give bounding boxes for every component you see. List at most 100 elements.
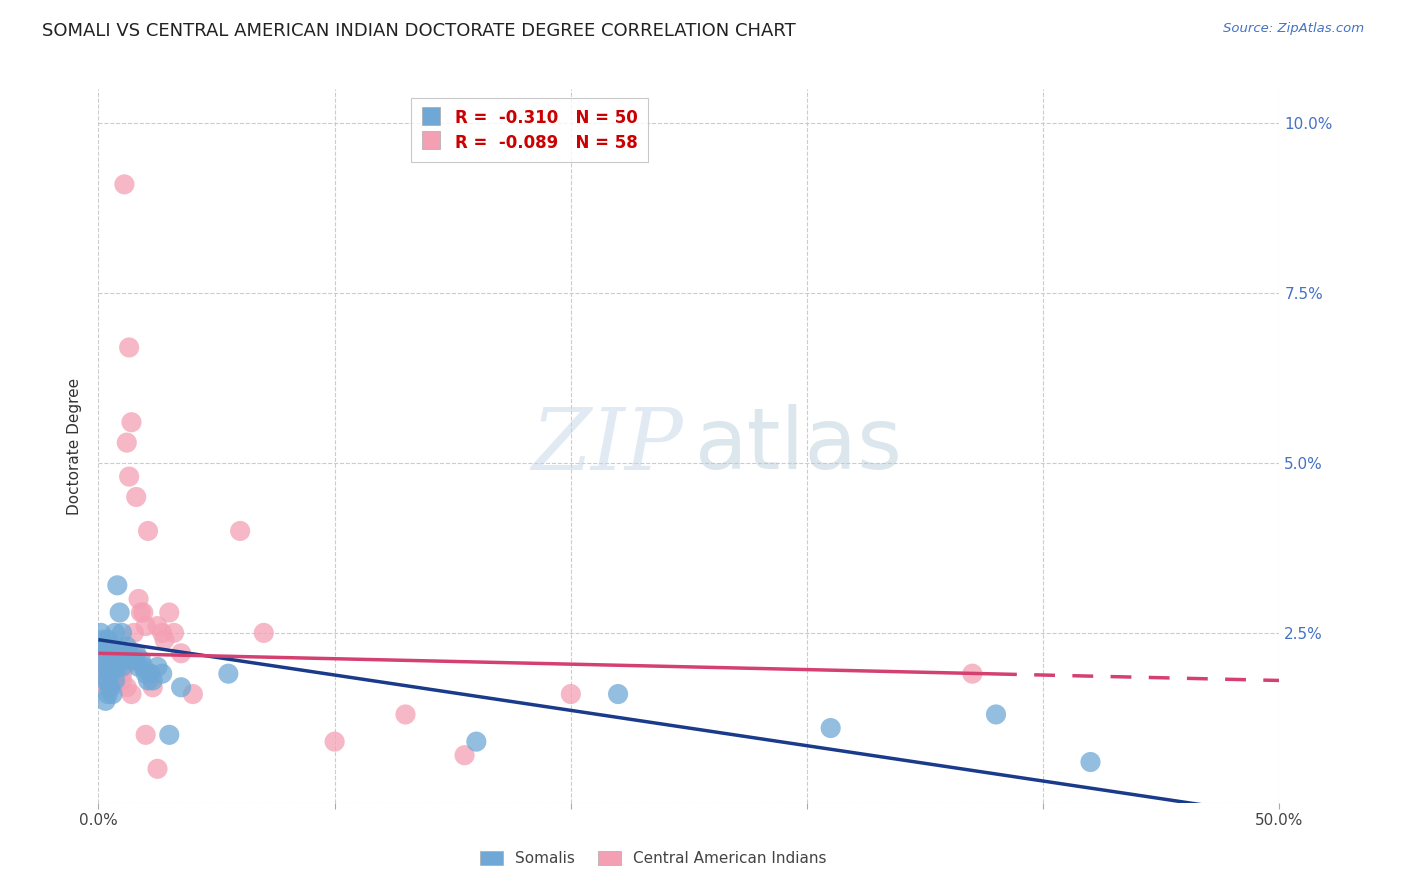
Point [153,632,176,647]
Point [101,660,124,674]
Point [101,660,124,674]
Point [984,707,1007,722]
Point [98,640,121,654]
Point [108,646,131,660]
Point [94,673,117,688]
Point [94,673,117,688]
Point [104,660,127,674]
Point [104,673,127,688]
Point [128,660,150,674]
Point [98,666,121,681]
Point [139,666,162,681]
Point [98,640,121,654]
Point [97,632,120,647]
Point [98,653,121,667]
Point [97,687,120,701]
Point [217,666,239,681]
Point [229,524,252,538]
Point [453,748,475,763]
Point [135,666,157,681]
Point [101,687,124,701]
Point [94,660,117,674]
Point [94,694,117,708]
Point [90,626,112,640]
Point [94,640,117,654]
Point [91,632,114,647]
Point [115,640,138,654]
Point [105,673,128,688]
Point [91,666,114,681]
Point [112,660,135,674]
Point [97,666,120,681]
Point [97,646,120,660]
Point [111,666,134,681]
Point [135,619,157,633]
Point [142,673,165,688]
Point [150,666,173,681]
Point [125,646,148,660]
Text: atlas: atlas [695,404,903,488]
Point [111,653,134,667]
Point [146,762,169,776]
Point [323,734,346,748]
Point [97,653,120,667]
Point [170,646,193,660]
Point [142,680,165,694]
Text: ZIP: ZIP [531,405,683,487]
Point [112,646,135,660]
Point [111,673,134,688]
Point [97,660,120,674]
Point [170,680,193,694]
Point [97,640,120,654]
Point [104,646,127,660]
Point [150,626,173,640]
Point [121,415,143,429]
Point [111,626,134,640]
Point [122,646,145,660]
Point [253,626,276,640]
Point [115,680,138,694]
Point [135,728,157,742]
Point [98,666,121,681]
Point [1080,755,1102,769]
Point [111,660,134,674]
Text: Source: ZipAtlas.com: Source: ZipAtlas.com [1223,22,1364,36]
Point [129,606,152,620]
Point [132,606,155,620]
Point [91,646,114,660]
Point [115,435,138,450]
Point [121,687,143,701]
Point [136,673,159,688]
Point [122,626,145,640]
Point [157,606,180,620]
Point [128,591,150,606]
Text: SOMALI VS CENTRAL AMERICAN INDIAN DOCTORATE DEGREE CORRELATION CHART: SOMALI VS CENTRAL AMERICAN INDIAN DOCTOR… [42,22,796,40]
Point [112,178,135,192]
Point [146,619,169,633]
Point [139,666,162,681]
Point [560,687,582,701]
Point [121,653,143,667]
Point [136,524,159,538]
Point [108,606,131,620]
Point [465,734,488,748]
Point [101,646,124,660]
Point [104,626,127,640]
Point [820,721,842,735]
Point [105,578,128,592]
Point [101,660,124,674]
Point [94,653,117,667]
Point [122,653,145,667]
Point [105,660,128,674]
Point [90,660,112,674]
Point [118,341,141,355]
Y-axis label: Doctorate Degree: Doctorate Degree [67,377,83,515]
Point [101,673,124,688]
Point [118,469,141,483]
Point [98,680,121,694]
Point [157,728,180,742]
Point [394,707,416,722]
Point [607,687,630,701]
Point [962,666,984,681]
Point [98,653,121,667]
